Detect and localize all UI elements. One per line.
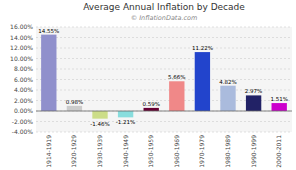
y-tick-label: 12.00% [10, 44, 33, 51]
title: Average Annual Inflation by Decade [83, 2, 245, 12]
grid-line [36, 121, 292, 122]
data-label: -1.46% [90, 121, 109, 127]
bar [92, 111, 107, 119]
y-tick-label: 2.00% [14, 97, 33, 104]
data-label: 2.97% [245, 88, 262, 94]
grid-line [36, 79, 292, 80]
bar [195, 52, 210, 111]
subtitle: © InflationData.com [131, 14, 198, 22]
x-tick-label: 2000-2011 [275, 135, 282, 168]
grid [36, 27, 292, 132]
data-label: 5.66% [168, 74, 185, 80]
x-tick-label: 1970-1979 [198, 135, 205, 168]
bar [41, 35, 56, 111]
grid-line [36, 27, 292, 28]
bars [41, 35, 287, 119]
data-label: 4.82% [219, 79, 236, 85]
data-label: 14.55% [38, 28, 59, 34]
bar [272, 103, 287, 111]
y-tick-label: 16.00% [10, 23, 33, 30]
data-label: -1.21% [116, 119, 135, 125]
bar [246, 95, 261, 111]
y-tick-label: 6.00% [14, 76, 33, 83]
grid-line [36, 111, 292, 112]
x-tick-label: 1914-1919 [45, 135, 52, 168]
y-tick-label: 0.00% [14, 107, 33, 114]
y-tick-label: -2.00% [12, 118, 34, 125]
y-tick-label: 8.00% [14, 65, 33, 72]
grid-line [36, 58, 292, 59]
data-label: 11.22% [192, 45, 213, 51]
grid-line [36, 69, 292, 70]
x-tick-label: 1920-1929 [70, 135, 77, 168]
bar [67, 106, 82, 111]
x-tick-label: 1990-1999 [250, 135, 257, 168]
zero-line [36, 111, 292, 112]
grid-line [36, 48, 292, 49]
bar [144, 108, 159, 111]
plot-background [36, 27, 292, 132]
chart-container: Average Annual Inflation by Decade © Infl… [0, 0, 296, 170]
grid-line [36, 132, 292, 133]
x-tick-label: 1930-1939 [96, 135, 103, 168]
page: {"chart_data": {"type": "bar", "title": … [0, 0, 296, 170]
y-tick-label: -4.00% [12, 128, 34, 135]
x-tick-label: 1940-1949 [122, 135, 129, 168]
bar [220, 86, 235, 111]
x-tick-label: 1960-1969 [173, 135, 180, 168]
y-tick-label: 4.00% [14, 86, 33, 93]
y-tick-label: 10.00% [10, 55, 33, 62]
x-tick-label: 1950-1959 [147, 135, 154, 168]
grid-line [36, 37, 292, 38]
x-tick-label: 1980-1989 [224, 135, 231, 168]
bar [118, 111, 133, 117]
chart: Average Annual Inflation by Decade © Infl… [0, 0, 296, 170]
data-label: 0.98% [66, 99, 83, 105]
data-label: 0.59% [142, 101, 159, 107]
bar [169, 81, 184, 111]
data-label: 1.51% [270, 96, 287, 102]
y-tick-label: 14.00% [10, 34, 33, 41]
